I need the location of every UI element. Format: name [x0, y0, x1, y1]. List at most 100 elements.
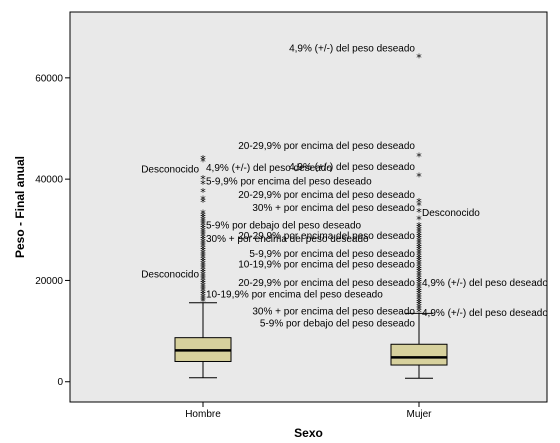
- outlier-point: *: [200, 247, 206, 260]
- outlier-point: *: [416, 277, 422, 290]
- outlier-point: *: [416, 264, 422, 277]
- outlier-point: *: [200, 241, 206, 254]
- outlier-point: *: [416, 271, 422, 284]
- y-tick-label: 40000: [35, 175, 63, 186]
- y-tick-label: 0: [57, 377, 63, 388]
- outlier-point: *: [416, 293, 422, 306]
- point-annotation: 10-19,9% por encima del peso deseado: [238, 260, 415, 271]
- outlier-point: *: [200, 223, 206, 236]
- point-annotation: 4,9% (+/-) del peso deseado: [422, 278, 548, 289]
- outlier-point: *: [416, 246, 422, 259]
- outlier-point: *: [200, 285, 206, 298]
- outlier-point: *: [416, 297, 422, 310]
- point-annotation: 5-9,9% por encima del peso deseado: [249, 249, 415, 260]
- outlier-point: *: [416, 240, 422, 253]
- extreme-point: *: [200, 155, 206, 168]
- x-category-label: Mujer: [406, 409, 432, 420]
- plot-area: [69, 11, 548, 403]
- outlier-point: *: [200, 221, 206, 234]
- outlier-point: *: [200, 283, 206, 296]
- outlier-point: *: [200, 234, 206, 247]
- outlier-point: *: [200, 236, 206, 249]
- outlier-point: *: [416, 235, 422, 248]
- outlier-point: *: [416, 273, 422, 286]
- outlier-point: *: [200, 228, 206, 241]
- extreme-point: *: [200, 153, 206, 166]
- extreme-point: *: [200, 178, 206, 191]
- outlier-point: *: [416, 284, 422, 297]
- point-annotation: 30% + por encima del peso deseado: [252, 203, 415, 214]
- point-annotation: 4,9% (+/-) del peso deseado: [422, 308, 548, 319]
- outlier-point: *: [200, 219, 206, 232]
- point-annotation: 4,9% (+/-) del peso deseado: [289, 162, 415, 173]
- point-annotation: 30% + por encima del peso deseado: [252, 306, 415, 317]
- extreme-point: *: [416, 206, 422, 219]
- outlier-point: *: [200, 230, 206, 243]
- outlier-point: *: [416, 282, 422, 295]
- outlier-point: *: [200, 252, 206, 265]
- outlier-point: *: [200, 280, 206, 293]
- outlier-point: *: [200, 272, 206, 285]
- outlier-point: *: [200, 245, 206, 258]
- outlier-point: *: [416, 222, 422, 235]
- outlier-point: *: [200, 287, 206, 300]
- outlier-point: *: [416, 244, 422, 257]
- extreme-point: *: [416, 199, 422, 212]
- point-annotation: 20-29,9% por encima del peso deseado: [238, 231, 415, 242]
- outlier-point: *: [416, 288, 422, 301]
- x-axis-title: Sexo: [294, 426, 323, 440]
- extreme-point: *: [416, 196, 422, 209]
- outlier-point: *: [200, 256, 206, 269]
- point-annotation: 20-29,9% por encima del peso deseado: [238, 141, 415, 152]
- extreme-point: *: [416, 150, 422, 163]
- outlier-point: *: [416, 253, 422, 266]
- point-annotation: 20-29,9% por encima del peso deseado: [238, 278, 415, 289]
- outlier-point: *: [416, 268, 422, 281]
- outlier-point: *: [416, 266, 422, 279]
- outlier-point: *: [416, 290, 422, 303]
- outlier-point: *: [200, 263, 206, 276]
- outlier-point: *: [416, 249, 422, 262]
- outlier-point: *: [200, 289, 206, 302]
- y-tick-label: 60000: [35, 73, 63, 84]
- outlier-point: *: [416, 220, 422, 233]
- outlier-point: *: [200, 276, 206, 289]
- outlier-point: *: [416, 229, 422, 242]
- box-iqr: [390, 343, 448, 366]
- outlier-point: *: [416, 233, 422, 246]
- outlier-point: *: [200, 254, 206, 267]
- outlier-point: *: [200, 212, 206, 225]
- point-annotation: 20-29,9% por encima del peso deseado: [238, 190, 415, 201]
- x-category-label: Hombre: [185, 409, 221, 420]
- outlier-point: *: [200, 258, 206, 271]
- outlier-point: *: [200, 291, 206, 304]
- outlier-point: *: [200, 250, 206, 263]
- outlier-point: *: [416, 299, 422, 312]
- extreme-point: *: [200, 186, 206, 199]
- y-axis-title: Peso - Final anual: [13, 156, 27, 258]
- outlier-point: *: [416, 295, 422, 308]
- outlier-point: *: [200, 296, 206, 309]
- outlier-point: *: [200, 210, 206, 223]
- point-annotation: 4,9% (+/-) del peso deseado: [206, 163, 332, 174]
- outlier-point: *: [200, 267, 206, 280]
- outlier-point: *: [200, 269, 206, 282]
- outlier-point: *: [416, 275, 422, 288]
- extreme-point: *: [416, 171, 422, 184]
- outlier-point: *: [200, 232, 206, 245]
- outlier-point: *: [200, 261, 206, 274]
- point-annotation: 5-9% por debajo del peso deseado: [206, 221, 362, 232]
- point-annotation: 10-19,9% por encima del peso deseado: [206, 290, 383, 301]
- point-annotation: 5-9% por debajo del peso deseado: [260, 318, 416, 329]
- outlier-point: *: [200, 265, 206, 278]
- extreme-point: *: [200, 193, 206, 206]
- outlier-point: *: [416, 286, 422, 299]
- outlier-point: *: [200, 239, 206, 252]
- point-annotation: 30% + por encima del peso deseado: [206, 234, 369, 245]
- point-annotation: Desconocido: [422, 208, 480, 219]
- outlier-point: *: [416, 304, 422, 317]
- outlier-point: *: [200, 225, 206, 238]
- point-annotation: 4,9% (+/-) del peso deseado: [289, 43, 415, 54]
- outlier-point: *: [200, 294, 206, 307]
- outlier-point: *: [416, 227, 422, 240]
